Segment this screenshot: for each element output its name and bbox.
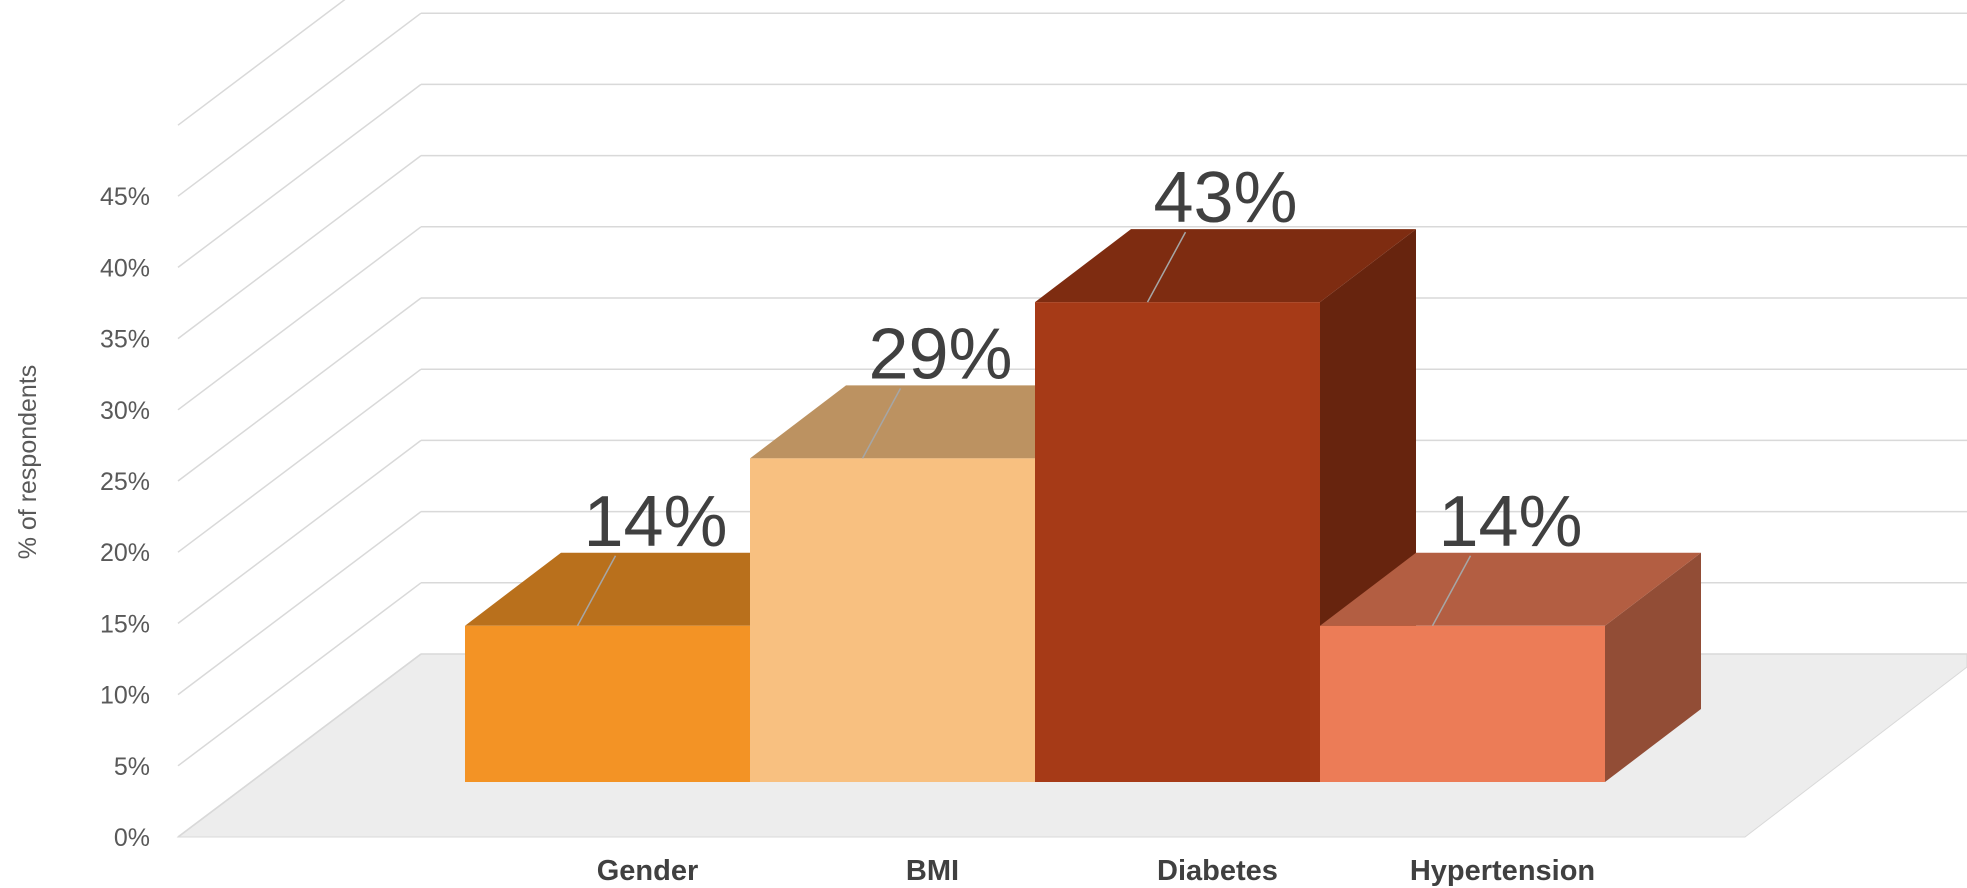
data-label-group: 43% [1146,158,1298,303]
data-label-group: 29% [861,314,1013,459]
bar-top [1320,552,1701,626]
leader-line [861,388,902,459]
data-label: 43% [1153,158,1297,238]
data-label-group: 14% [1431,482,1583,627]
bar-front [1035,302,1320,782]
axis-side [177,653,422,838]
y-tick-label: 45% [100,183,150,211]
bars [465,229,1701,782]
bar-top [1035,229,1416,303]
category-label: BMI [906,855,959,887]
gridline-side [177,297,422,482]
y-axis-ticks: 0% 5% 10% 15% 20% 25% 30% 35% 40% 45% [100,183,150,852]
y-axis-label: % of respondents [14,365,42,560]
data-label: 14% [1438,482,1582,562]
category-label: Hypertension [1410,855,1595,887]
category-labels: Gender BMI Diabetes Hypertension [597,855,1595,887]
leader-line [576,555,617,627]
data-label-group: 14% [576,482,728,627]
category-label: Diabetes [1157,855,1278,887]
y-tick-label: 0% [114,824,150,852]
bar-front [1320,625,1605,782]
bar-hypertension [1320,552,1701,782]
data-label: 29% [868,314,1012,394]
category-label: Gender [597,855,699,887]
data-label: 14% [583,482,727,562]
gridline-side [177,155,422,340]
leader-line [1146,231,1187,303]
bar-front [750,458,1035,782]
bar-front [465,625,750,782]
y-tick-label: 35% [100,326,150,354]
data-labels: 14% 29% 43% 14% [576,158,1583,627]
gridline-side [177,226,422,411]
gridline-side [177,83,422,268]
y-tick-label: 40% [100,254,150,282]
gridline-side [177,0,346,126]
leader-line [1431,555,1472,627]
gridline-side [177,12,422,197]
gridline-side [177,368,422,553]
y-tick-label: 30% [100,397,150,425]
gridline-side [177,511,422,696]
y-tick-label: 20% [100,539,150,567]
y-tick-label: 15% [100,610,150,638]
bar-side [1605,552,1701,782]
y-tick-label: 25% [100,468,150,496]
gridline-side [177,439,422,624]
y-tick-label: 10% [100,682,150,710]
gridline-side [177,582,422,767]
y-tick-label: 5% [114,753,150,781]
